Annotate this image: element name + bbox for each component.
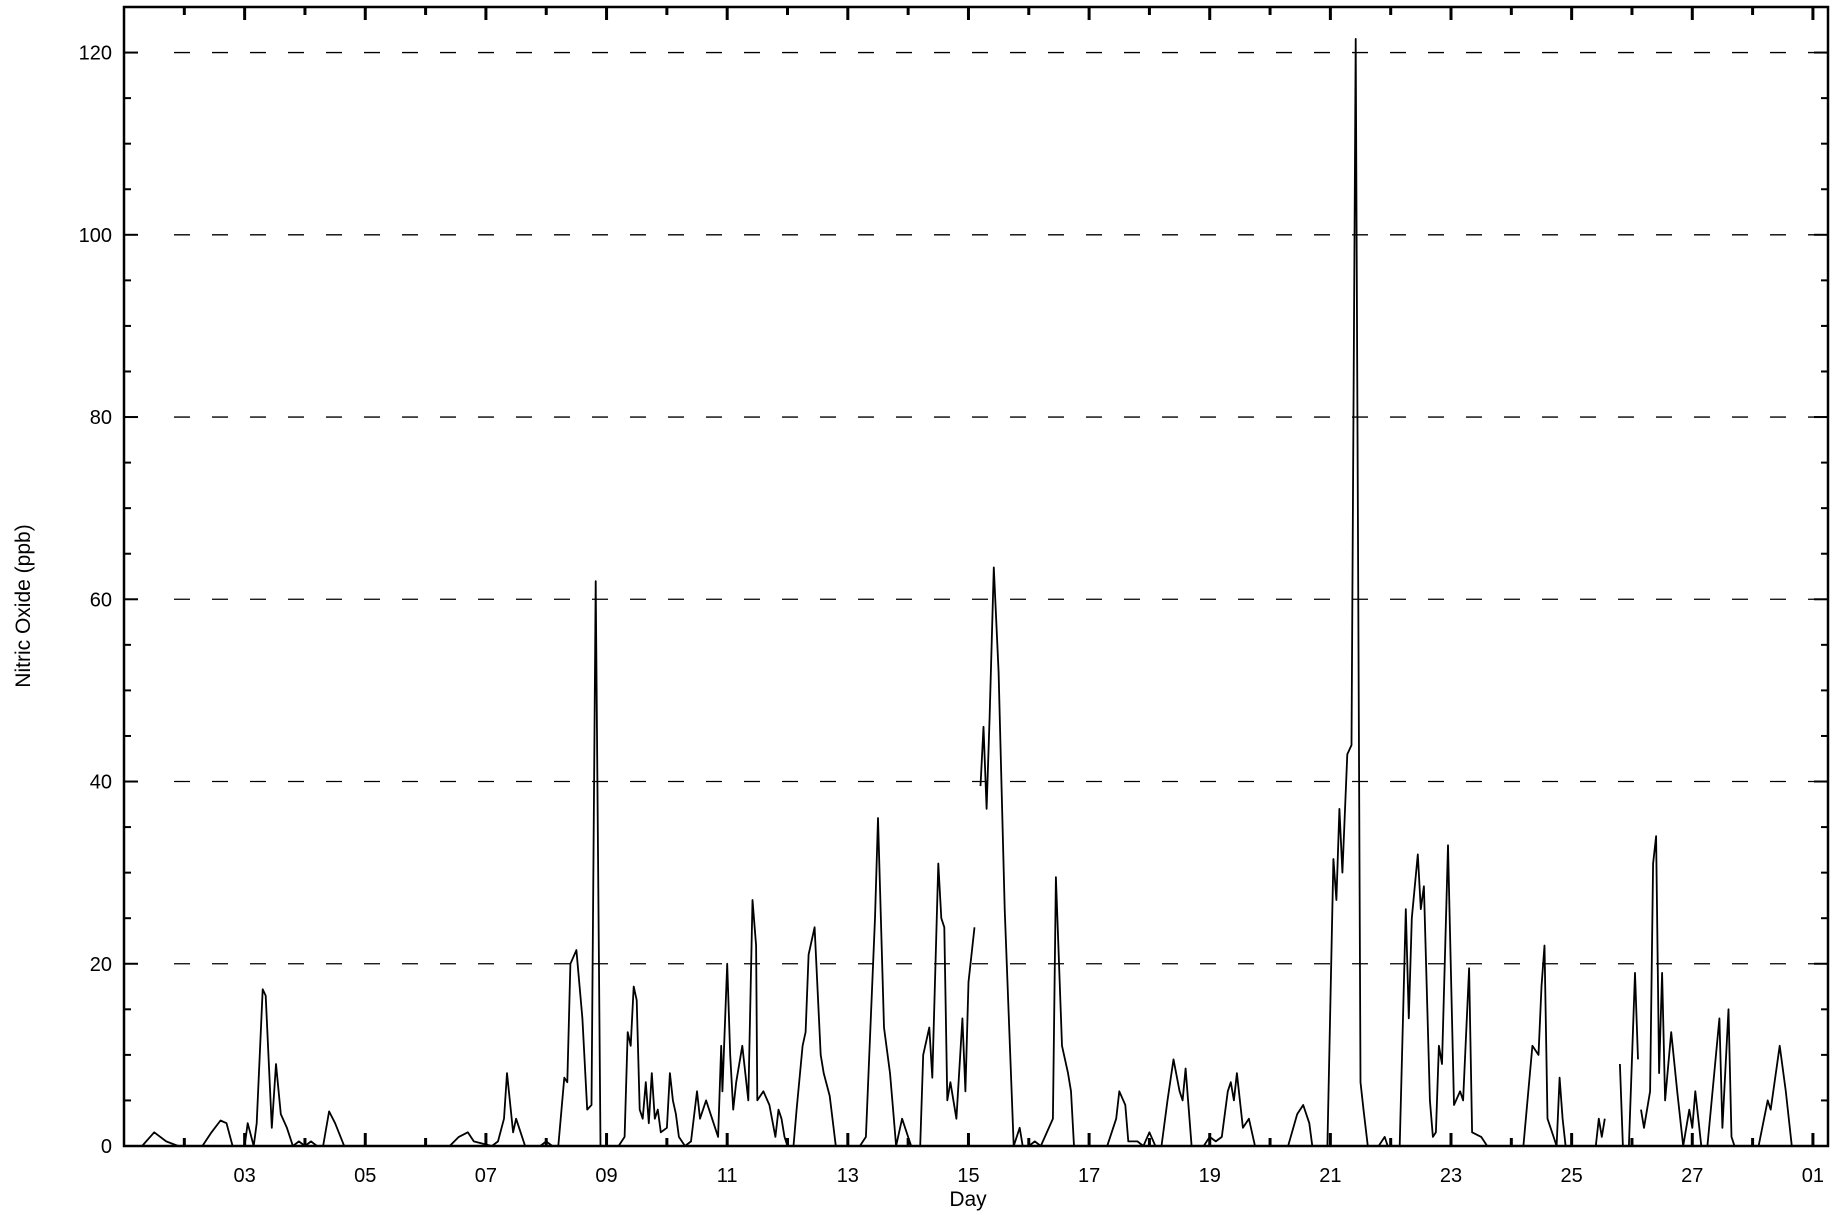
axis-ticks [124, 7, 1828, 1146]
y-tick-labels: 0 20 40 60 80 100 120 [79, 43, 112, 1158]
y-tick-label: 60 [90, 589, 112, 611]
x-tick-label: 19 [1199, 1165, 1221, 1187]
x-tick-label: 13 [837, 1165, 859, 1187]
plot-frame [122, 5, 1830, 1148]
x-tick-label: 15 [957, 1165, 979, 1187]
series-line [124, 580, 976, 1147]
data-series [124, 38, 1828, 1147]
y-gridlines [174, 51, 1822, 965]
x-tick-label: 05 [354, 1165, 376, 1187]
y-axis-title: Nitric Oxide (ppb) [12, 524, 35, 687]
series-line [1640, 835, 1828, 1147]
x-tick-label: 03 [234, 1165, 256, 1187]
x-tick-label: 27 [1681, 1165, 1703, 1187]
x-tick-label: 01 [1802, 1165, 1824, 1187]
y-tick-label: 80 [90, 407, 112, 429]
y-tick-label: 120 [79, 43, 112, 65]
x-tick-labels: 03 05 07 09 11 13 15 17 19 21 23 25 27 01 [234, 1165, 1825, 1187]
y-tick-label: 20 [90, 954, 112, 976]
x-tick-label: 25 [1561, 1165, 1583, 1187]
x-tick-label: 11 [717, 1165, 738, 1187]
x-axis-title: Day [949, 1188, 987, 1211]
x-tick-label: 09 [595, 1165, 617, 1187]
x-tick-label: 21 [1319, 1165, 1341, 1187]
series-line [1619, 972, 1639, 1147]
y-tick-label: 40 [90, 772, 112, 794]
x-tick-label: 17 [1078, 1165, 1100, 1187]
series-line [979, 38, 1606, 1147]
x-tick-label: 23 [1440, 1165, 1462, 1187]
y-tick-label: 100 [79, 225, 112, 247]
y-tick-label: 0 [101, 1136, 112, 1158]
x-tick-label: 07 [475, 1165, 497, 1187]
